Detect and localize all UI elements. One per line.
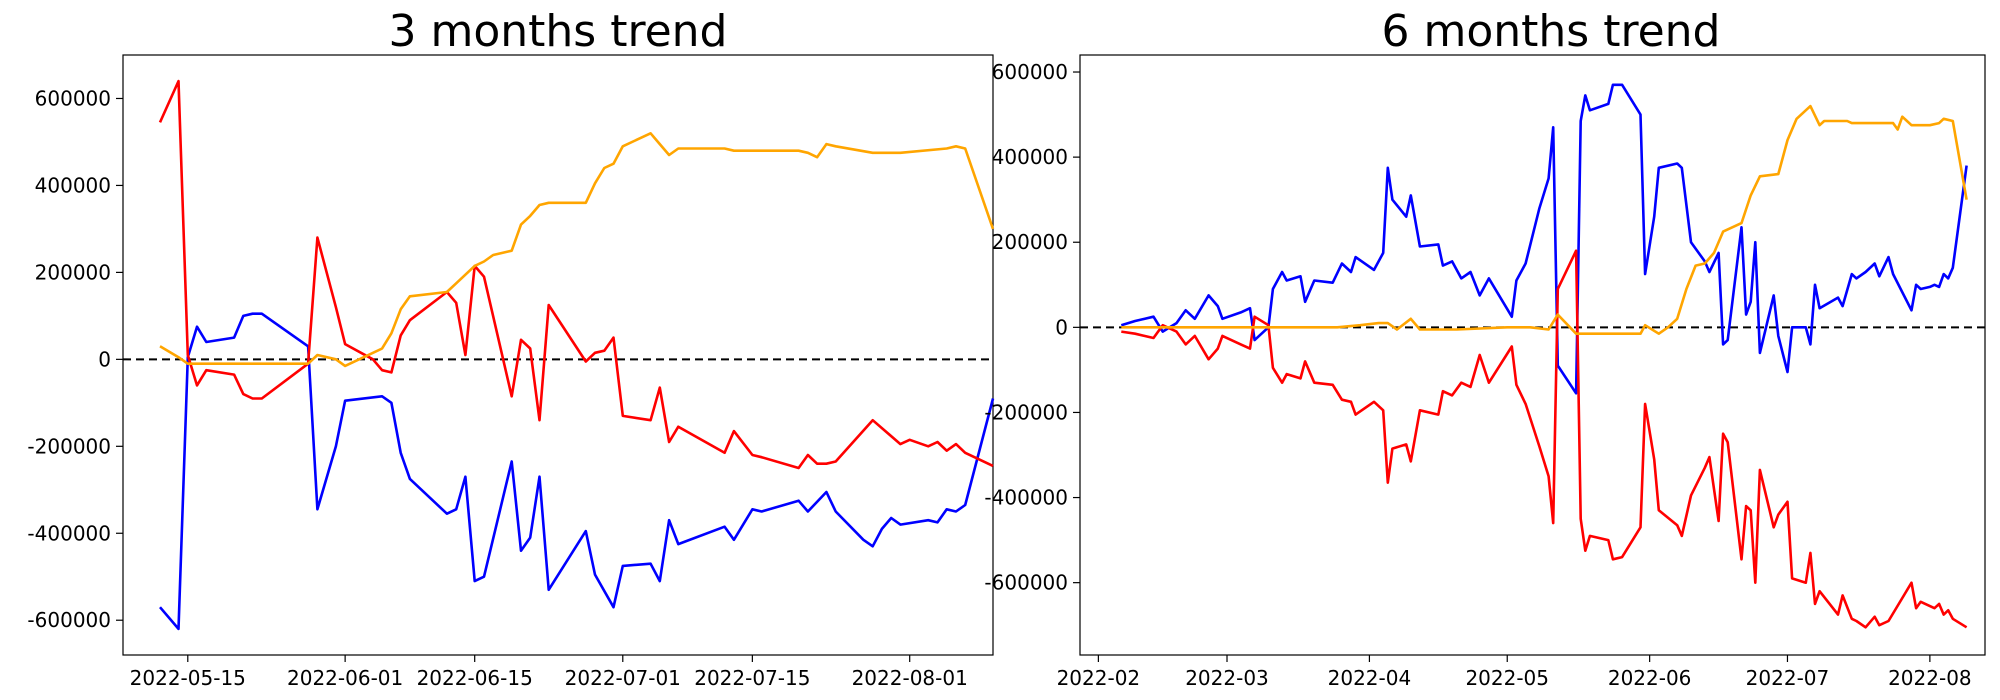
series-line-2 — [159, 132, 995, 368]
chart-title: 3 months trend — [389, 6, 728, 57]
y-tick-label: -600000 — [27, 608, 111, 632]
x-tick-label: 2022-06-01 — [287, 666, 403, 690]
y-tick-label: -200000 — [984, 400, 1068, 424]
y-tick-label: 400000 — [992, 145, 1068, 169]
x-tick-label: 2022-04 — [1328, 666, 1412, 690]
y-tick-label: 600000 — [35, 86, 111, 110]
x-tick-label: 2022-07-01 — [565, 666, 681, 690]
y-tick-label: -200000 — [27, 434, 111, 458]
plot-area — [1079, 54, 1986, 656]
chart-3-months: 3 months trend -600000 -400000 -200000 0 200… — [27, 6, 995, 690]
y-tick-label: 600000 — [992, 60, 1068, 84]
x-tick-label: 2022-05-15 — [130, 666, 246, 690]
plot-area — [122, 54, 994, 656]
series-line-0 — [1120, 83, 1968, 395]
x-tick-label: 2022-02 — [1057, 666, 1141, 690]
y-tick-label: -600000 — [984, 571, 1068, 595]
x-tick-label: 2022-07-15 — [694, 666, 810, 690]
x-tick-label: 2022-08-01 — [852, 666, 968, 690]
x-tick-label: 2022-08 — [1888, 666, 1972, 690]
x-tick-label: 2022-06-15 — [417, 666, 533, 690]
y-tick-label: -400000 — [27, 521, 111, 545]
y-tick-label: 0 — [1055, 315, 1068, 339]
y-tick-label: 400000 — [35, 173, 111, 197]
series-line-0 — [159, 312, 995, 631]
chart-title: 6 months trend — [1382, 6, 1721, 57]
x-tick-label: 2022-07 — [1746, 666, 1830, 690]
series-line-2 — [1121, 104, 1968, 335]
series-line-1 — [1121, 249, 1968, 629]
y-tick-label: 200000 — [35, 260, 111, 284]
x-tick-label: 2022-03 — [1185, 666, 1269, 690]
y-tick-label: -400000 — [984, 486, 1068, 510]
y-tick-label: 0 — [98, 347, 111, 371]
series-line-1 — [158, 79, 994, 470]
x-tick-label: 2022-05 — [1465, 666, 1549, 690]
x-tick-label: 2022-06 — [1608, 666, 1692, 690]
chart-6-months: 6 months trend -600000 -400000 -200000 0 200… — [984, 6, 1986, 690]
y-tick-label: 200000 — [992, 230, 1068, 254]
